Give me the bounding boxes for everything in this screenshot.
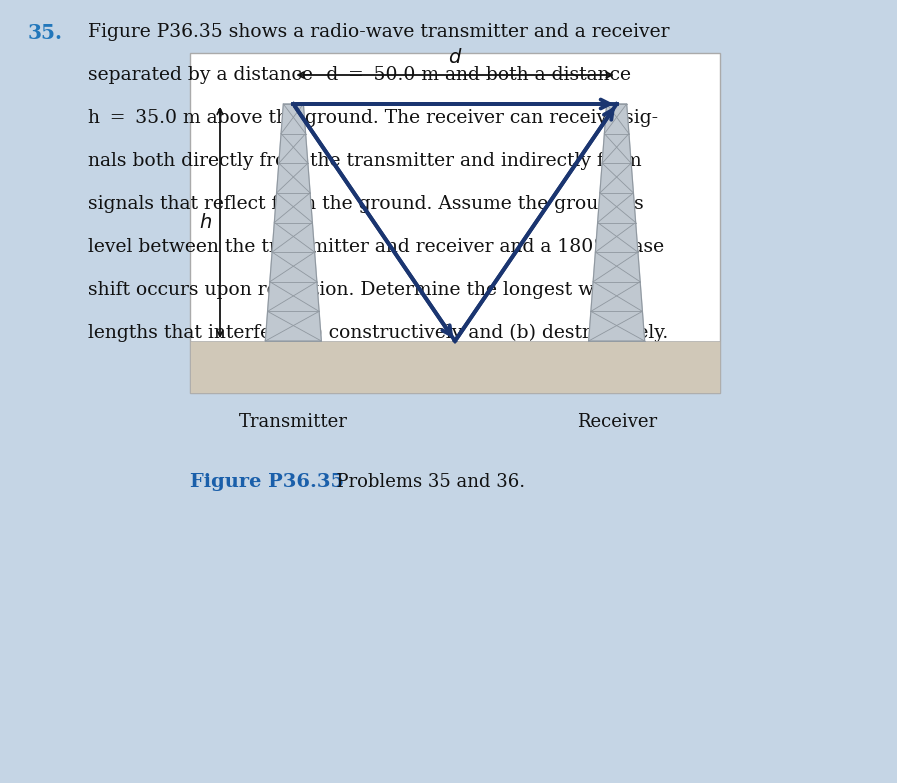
Text: shift occurs upon reflection. Determine the longest wave-: shift occurs upon reflection. Determine … (88, 281, 633, 299)
Text: signals that reflect from the ground. Assume the ground is: signals that reflect from the ground. As… (88, 195, 644, 213)
Text: nals both directly from the transmitter and indirectly from: nals both directly from the transmitter … (88, 152, 641, 170)
Bar (190, 53, 720, 393)
Text: $d$: $d$ (448, 48, 462, 67)
Text: Figure P36.35 shows a radio-wave transmitter and a receiver: Figure P36.35 shows a radio-wave transmi… (88, 23, 669, 41)
Text: 35.: 35. (28, 23, 63, 43)
Polygon shape (588, 104, 645, 341)
Text: Receiver: Receiver (577, 413, 657, 431)
Text: $h$: $h$ (199, 213, 212, 232)
Text: Problems 35 and 36.: Problems 35 and 36. (325, 473, 525, 491)
Text: Figure P36.35: Figure P36.35 (190, 473, 344, 491)
Bar (190, 341, 720, 393)
Text: separated by a distance   d  =  50.0 m and both a distance: separated by a distance d = 50.0 m and b… (88, 66, 631, 84)
Text: h  =  35.0 m above the ground. The receiver can receive sig-: h = 35.0 m above the ground. The receive… (88, 109, 658, 127)
Polygon shape (266, 104, 321, 341)
Text: Transmitter: Transmitter (239, 413, 348, 431)
Text: lengths that interfere (a) constructively and (b) destructively.: lengths that interfere (a) constructivel… (88, 324, 668, 342)
Text: level between the transmitter and receiver and a 180° phase: level between the transmitter and receiv… (88, 238, 664, 256)
